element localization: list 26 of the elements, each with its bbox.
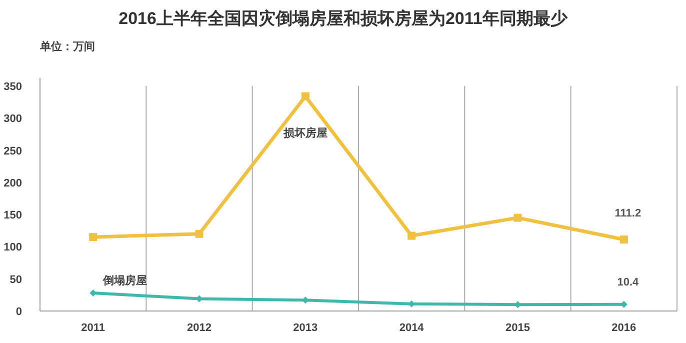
data-label: 111.2: [614, 208, 642, 220]
point: [514, 214, 522, 222]
series-label: 倒塌房屋: [102, 274, 148, 287]
point: [620, 236, 628, 244]
point: [408, 232, 416, 240]
y-tick-label: 200: [4, 177, 22, 190]
point: [89, 233, 98, 242]
y-tick-label: 0: [16, 306, 22, 318]
y-tick-label: 150: [4, 210, 22, 222]
y-tick-label: 350: [4, 81, 22, 93]
y-tick-label: 300: [4, 113, 22, 126]
x-tick-label: 2011: [81, 322, 106, 334]
x-tick-label: 2013: [293, 322, 318, 334]
point: [301, 92, 310, 100]
x-tick-label: 2015: [506, 322, 530, 334]
y-tick-label: 250: [4, 145, 22, 158]
y-tick-label: 100: [4, 242, 22, 254]
x-tick-label: 2012: [187, 322, 212, 334]
series-label: 损坏房屋: [282, 126, 328, 140]
data-label: 10.4: [617, 276, 640, 288]
chart-title: 2016上半年全国因灾倒塌房屋和损坏房屋为2011年同期最少: [118, 9, 568, 28]
x-tick-label: 2016: [612, 322, 636, 334]
x-tick-label: 2014: [399, 322, 425, 334]
y-tick-label: 50: [10, 274, 22, 286]
point: [195, 230, 204, 238]
text: 单位：万间: [39, 40, 95, 53]
